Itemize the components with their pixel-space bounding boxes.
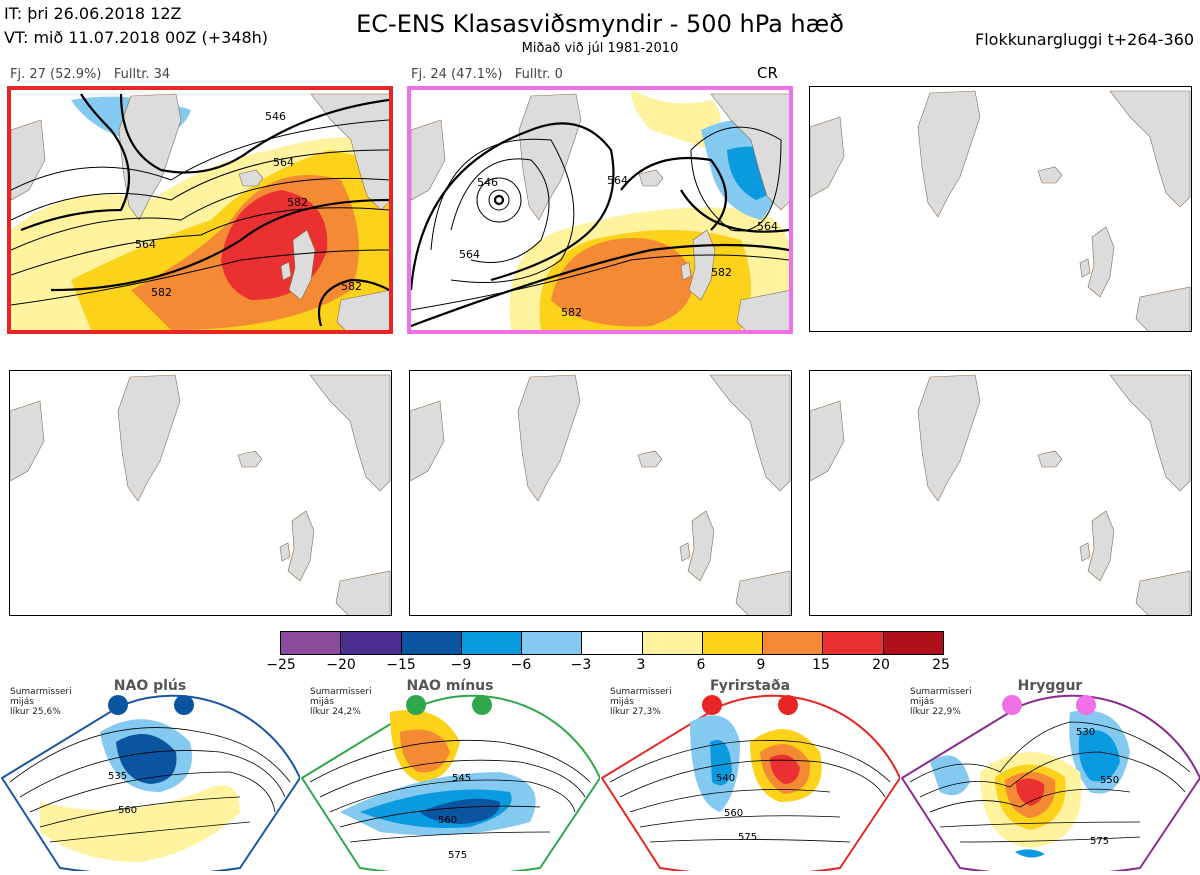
nao-minus-dot-1	[406, 695, 426, 715]
nao-minus-contour-3: 575	[448, 850, 467, 861]
nao-plus-season: Sumarmisseri mijás líkur 25,6%	[10, 687, 72, 717]
fyrirstada-contour-1: 540	[716, 773, 735, 784]
cluster-1-contour-label-1: 546	[265, 110, 286, 123]
cluster-2-contour-label-5: 564	[757, 220, 778, 233]
colorbar-tick-label: −9	[450, 657, 472, 673]
nao-plus-title: NAO plús	[113, 678, 187, 694]
colorbar-swatch	[883, 632, 943, 654]
colorbar-swatch	[823, 632, 884, 654]
cluster-1-share: Fj. 27 (52.9%)	[10, 67, 102, 82]
cluster-1-label: Fj. 27 (52.9%) Fulltr. 34	[10, 67, 170, 82]
cluster-2-label: Fj. 24 (47.1%) Fulltr. 0	[411, 67, 563, 82]
colorbar-swatch	[642, 632, 703, 654]
hryggur-dot-2	[1076, 695, 1096, 715]
hryggur-contour-3: 575	[1090, 836, 1109, 847]
colorbar-tick-label: −25	[266, 657, 296, 673]
colorbar-tick-label: 6	[696, 657, 706, 673]
nao-minus-contour-2: 560	[438, 815, 457, 826]
colorbar-tick-label: −20	[326, 657, 356, 673]
colorbar-tick-label: 20	[872, 657, 890, 673]
fyrirstada-season: Sumarmisseri mijás líkur 27,3%	[610, 687, 672, 717]
cluster-1-contour-label-4: 564	[135, 238, 156, 251]
colorbar-swatch	[582, 632, 643, 654]
classification-window: Flokkunargluggi t+264-360	[975, 30, 1194, 49]
anomaly-colorbar	[280, 631, 944, 655]
nao-plus-contour-1: 535	[108, 771, 127, 782]
cluster-2-share: Fj. 24 (47.1%)	[411, 67, 503, 82]
cluster-1-contour-label-2: 564	[273, 156, 294, 169]
cluster-1-representative: Fulltr. 34	[113, 67, 171, 82]
cluster-2-contour-label-3: 564	[459, 248, 480, 261]
colorbar-tick-label: −6	[510, 657, 532, 673]
colorbar-tick-label: 15	[812, 657, 830, 673]
colorbar-swatch	[763, 632, 824, 654]
nao-plus-dot-2	[174, 695, 194, 715]
empty-map-3	[809, 86, 1192, 332]
colorbar-swatch	[281, 632, 342, 654]
nao-minus-season: Sumarmisseri mijás líkur 24,2%	[310, 687, 372, 717]
page-subtitle: Miðað við júl 1981-2010	[521, 41, 679, 56]
colorbar-swatch	[341, 632, 402, 654]
fyrirstada-contour-3: 575	[738, 832, 757, 843]
hryggur-contour-1: 530	[1076, 727, 1095, 738]
fyrirstada-dot-2	[778, 695, 798, 715]
cluster-2-contour-label-6: 582	[561, 306, 582, 319]
nao-minus-title: NAO mínus	[406, 678, 494, 694]
cluster-2-contour-label-2: 564	[607, 174, 628, 187]
regime-hryggur: 530 550 575 Hryggur Sumarmisseri mijás lík…	[900, 672, 1200, 875]
empty-map-4	[9, 370, 392, 616]
nao-minus-dot-2	[472, 695, 492, 715]
regime-nao-plus: 535 560 NAO plús Sumarmisseri mijás líkur …	[0, 672, 302, 875]
cluster-1-contour-label-6: 582	[341, 280, 362, 293]
empty-map-5	[409, 370, 792, 616]
fyrirstada-contour-2: 560	[724, 808, 743, 819]
cluster-2-contour-label-1: 546	[477, 176, 498, 189]
colorbar-swatch	[401, 632, 462, 654]
cluster-1-contour-label-5: 582	[151, 286, 172, 299]
empty-map-6	[809, 370, 1192, 616]
colorbar-swatch	[702, 632, 764, 654]
hryggur-season: Sumarmisseri mijás líkur 22,9%	[910, 687, 972, 717]
initial-time: IT: þri 26.06.2018 12Z	[4, 4, 182, 23]
hryggur-dot-1	[1002, 695, 1022, 715]
cluster-2-map: 546 564 564 582 564 582	[407, 86, 793, 334]
hryggur-contour-2: 550	[1100, 775, 1119, 786]
valid-time: VT: mið 11.07.2018 00Z (+348h)	[4, 28, 269, 47]
colorbar-tick-label: 9	[756, 657, 766, 673]
colorbar-swatch	[522, 632, 583, 654]
nao-plus-dot-1	[108, 695, 128, 715]
cluster-1-contour-label-3: 582	[287, 196, 308, 209]
cluster-2-contour-label-4: 582	[711, 266, 732, 279]
regime-fyrirstada: 540 560 575 Fyrirstaða Sumarmisseri mijás…	[600, 672, 902, 875]
nao-minus-contour-1: 545	[452, 773, 471, 784]
cluster-2-regime-tag: CR	[757, 64, 778, 82]
colorbar-tick-label: 25	[932, 657, 950, 673]
cluster-1-map: 546 564 582 564 582 582	[7, 86, 393, 334]
colorbar-tick-label: −3	[570, 657, 592, 673]
hryggur-title: Hryggur	[1017, 678, 1083, 694]
fyrirstada-title: Fyrirstaða	[709, 678, 791, 694]
cluster-2-representative: Fulltr. 0	[514, 67, 563, 82]
page-title: EC-ENS Klasasviðsmyndir - 500 hPa hæð	[356, 10, 844, 38]
nao-plus-contour-2: 560	[118, 805, 137, 816]
regime-nao-minus: 545 560 575 NAO mínus Sumarmisseri mijás l…	[300, 672, 602, 875]
colorbar-tick-label: 3	[636, 657, 646, 673]
colorbar-swatch	[461, 632, 523, 654]
fyrirstada-dot-1	[702, 695, 722, 715]
colorbar-tick-label: −15	[386, 657, 416, 673]
